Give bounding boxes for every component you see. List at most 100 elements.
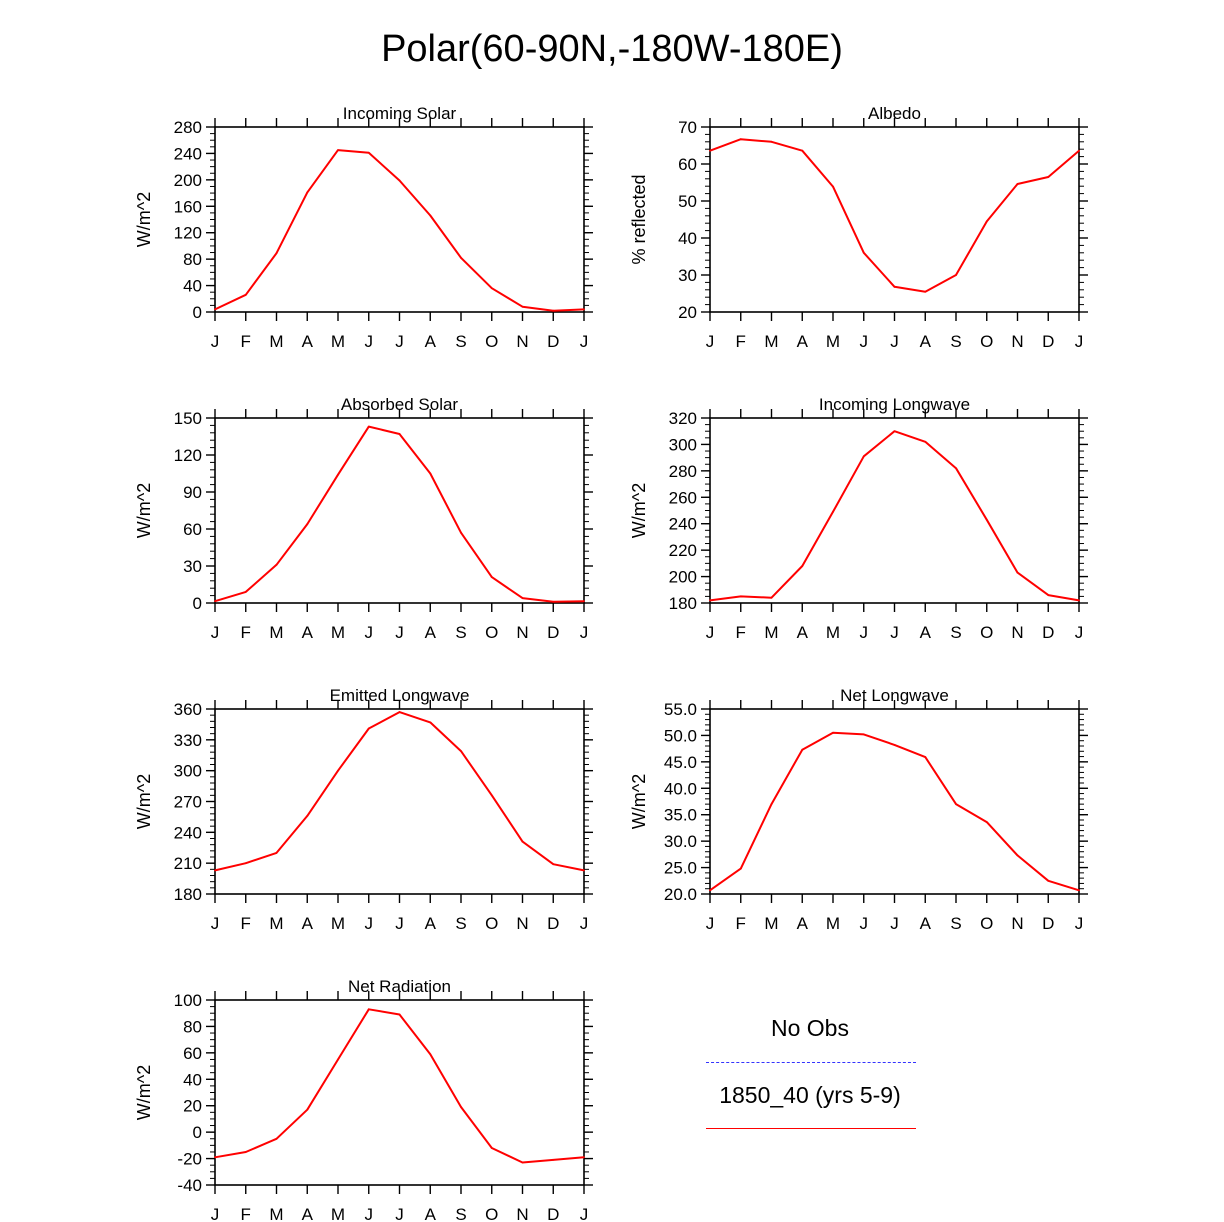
incoming-longwave-ytick-label: 280 (669, 462, 697, 481)
absorbed-solar-xtick-label: M (269, 623, 283, 642)
absorbed-solar-xtick-label: M (331, 623, 345, 642)
absorbed-solar-xtick-label: A (425, 623, 437, 642)
emitted-longwave-title: Emitted Longwave (330, 686, 470, 705)
emitted-longwave-data-point (398, 711, 401, 713)
incoming-longwave-xtick-label: J (706, 623, 715, 642)
emitted-longwave-ylabel: W/m^2 (134, 774, 154, 829)
incoming-solar-xtick-label: J (211, 332, 220, 351)
albedo-xtick-label: M (826, 332, 840, 351)
incoming-longwave-data-point (924, 440, 927, 443)
net-longwave-data-point (1078, 889, 1080, 892)
absorbed-solar-data-point (490, 576, 493, 578)
incoming-longwave-ytick-label: 260 (669, 488, 697, 507)
albedo-data-point (832, 185, 834, 188)
albedo-data-point (924, 290, 927, 293)
incoming-solar-frame (214, 126, 585, 313)
incoming-longwave-ytick-label: 300 (669, 435, 697, 454)
incoming-longwave-data-point (832, 510, 834, 513)
incoming-solar-ytick-label: 0 (193, 303, 202, 322)
incoming-longwave-data-point (770, 596, 773, 599)
net-longwave-xtick-label: N (1011, 914, 1023, 933)
incoming-longwave-xtick-label: O (980, 623, 993, 642)
incoming-longwave-data-point (985, 518, 988, 521)
incoming-solar-ytick-label: 160 (174, 197, 202, 216)
net-longwave-xtick-label: A (920, 914, 932, 933)
incoming-longwave-data-point (1047, 594, 1050, 596)
net-longwave-data-point (801, 748, 804, 751)
net-radiation-xtick-label: J (365, 1205, 374, 1222)
net-longwave-frame (709, 708, 1080, 895)
incoming-longwave-xtick-label: N (1011, 623, 1023, 642)
legend-obs-label: No Obs (771, 1015, 849, 1041)
albedo-data-point (985, 220, 988, 223)
incoming-longwave-data-point (1078, 599, 1080, 602)
albedo-ylabel: % reflected (629, 174, 649, 264)
emitted-longwave-xtick-label: A (302, 914, 314, 933)
emitted-longwave-ytick-label: 180 (174, 885, 202, 904)
incoming-solar-xtick-label: N (516, 332, 528, 351)
net-radiation-ytick-label: -40 (177, 1176, 202, 1195)
incoming-solar-ytick-label: 240 (174, 144, 202, 163)
incoming-longwave-ytick-label: 220 (669, 541, 697, 560)
incoming-longwave-xtick-label: J (890, 623, 899, 642)
albedo-frame (709, 126, 1080, 313)
legend-model-line (706, 1128, 916, 1129)
incoming-longwave-ytick-label: 180 (669, 594, 697, 613)
incoming-solar-title: Incoming Solar (343, 104, 457, 123)
absorbed-solar-data-point (583, 600, 585, 603)
net-radiation-xtick-label: J (211, 1205, 220, 1222)
incoming-longwave-ylabel: W/m^2 (629, 483, 649, 538)
net-radiation-data-point (552, 1158, 555, 1161)
albedo-data-point (893, 285, 896, 288)
net-longwave-data-point (985, 821, 988, 824)
net-radiation-xtick-label: M (269, 1205, 283, 1222)
legend-model-label: 1850_40 (yrs 5-9) (719, 1082, 901, 1108)
incoming-solar-ytick-label: 40 (183, 277, 202, 296)
net-longwave-ytick-label: 25.0 (664, 859, 697, 878)
net-radiation-data-point (367, 1008, 370, 1011)
legend: No Obs 1850_40 (yrs 5-9) (700, 1010, 920, 1140)
emitted-longwave-xtick-label: D (547, 914, 559, 933)
emitted-longwave-xtick-label: N (516, 914, 528, 933)
net-longwave-xtick-label: D (1042, 914, 1054, 933)
incoming-longwave-data-point (1016, 571, 1019, 574)
net-radiation-ytick-label: 80 (183, 1017, 202, 1036)
emitted-longwave-xtick-label: M (331, 914, 345, 933)
absorbed-solar-xtick-label: J (395, 623, 404, 642)
emitted-longwave-xtick-label: J (365, 914, 374, 933)
net-longwave-title: Net Longwave (840, 686, 949, 705)
net-radiation-ytick-label: 40 (183, 1070, 202, 1089)
absorbed-solar-data-point (306, 523, 309, 525)
net-longwave-ytick-label: 30.0 (664, 832, 697, 851)
net-longwave-xtick-label: J (1075, 914, 1084, 933)
incoming-longwave-ytick-label: 240 (669, 515, 697, 534)
absorbed-solar-xtick-label: F (241, 623, 251, 642)
absorbed-solar-xtick-label: S (455, 623, 466, 642)
incoming-longwave-data-point (801, 565, 804, 567)
net-longwave-data-point (1016, 854, 1019, 857)
net-longwave-ytick-label: 35.0 (664, 806, 697, 825)
net-longwave-ytick-label: 20.0 (664, 885, 697, 904)
albedo-data-point (1016, 183, 1019, 185)
incoming-solar-ytick-label: 80 (183, 250, 202, 269)
net-radiation-xtick-label: M (331, 1205, 345, 1222)
absorbed-solar-ytick-label: 120 (174, 446, 202, 465)
figure-title: Polar(60-90N,-180W-180E) (381, 28, 843, 70)
net-radiation-data-point (306, 1108, 309, 1111)
absorbed-solar-data-point (337, 473, 339, 476)
incoming-solar-data-point (521, 305, 524, 308)
net-longwave-xtick-label: O (980, 914, 993, 933)
albedo-ytick-label: 60 (678, 155, 697, 174)
emitted-longwave-xtick-label: J (211, 914, 220, 933)
albedo-data-point (801, 149, 804, 152)
incoming-solar-xtick-label: F (241, 332, 251, 351)
albedo-xtick-label: F (736, 332, 746, 351)
net-longwave-data-point (893, 744, 896, 746)
albedo-xtick-label: N (1011, 332, 1023, 351)
incoming-longwave-xtick-label: S (950, 623, 961, 642)
absorbed-solar-frame (214, 417, 585, 604)
albedo-xtick-label: J (890, 332, 899, 351)
absorbed-solar-data-point (275, 563, 278, 566)
net-longwave-xtick-label: A (797, 914, 809, 933)
net-radiation-title: Net Radiation (348, 977, 451, 996)
